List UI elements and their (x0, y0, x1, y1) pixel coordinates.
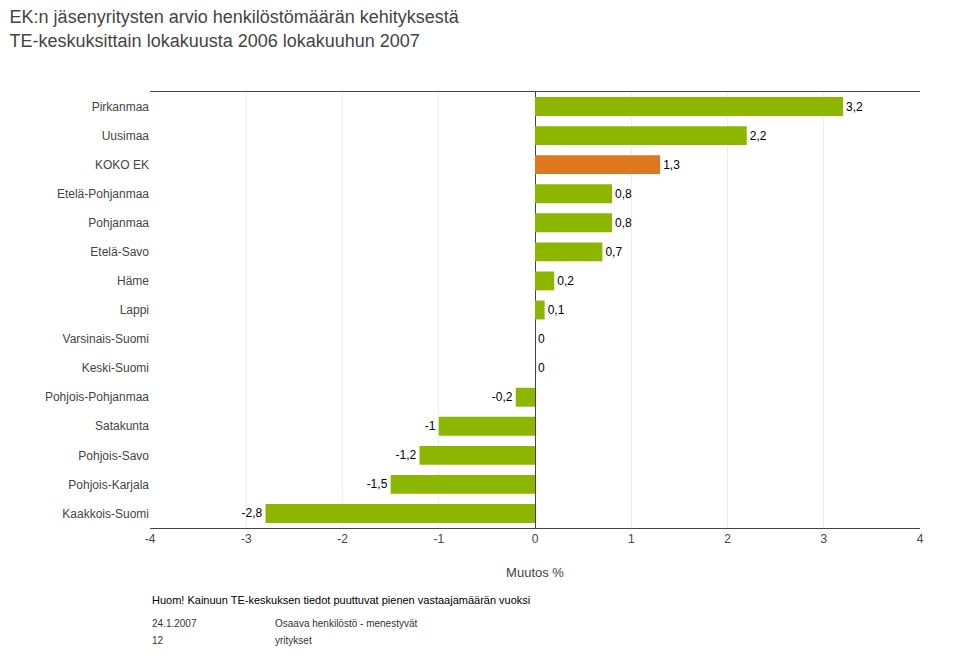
svg-text:Huom! Kainuun TE-keskuksen tie: Huom! Kainuun TE-keskuksen tiedot puuttu… (152, 594, 530, 606)
svg-text:-1,2: -1,2 (395, 448, 416, 462)
svg-text:Pohjois-Pohjanmaa: Pohjois-Pohjanmaa (45, 390, 149, 404)
svg-text:Etelä-Savo: Etelä-Savo (90, 245, 149, 259)
svg-text:Keski-Suomi: Keski-Suomi (82, 361, 149, 375)
svg-text:Etelä-Pohjanmaa: Etelä-Pohjanmaa (57, 187, 149, 201)
svg-text:3,2: 3,2 (846, 100, 863, 114)
svg-text:KOKO EK: KOKO EK (95, 158, 149, 172)
svg-text:Lappi: Lappi (120, 303, 149, 317)
svg-text:Kaakkois-Suomi: Kaakkois-Suomi (62, 507, 149, 521)
svg-text:2: 2 (724, 532, 731, 546)
svg-text:-0,2: -0,2 (492, 390, 513, 404)
svg-text:Häme: Häme (117, 274, 149, 288)
svg-text:1: 1 (628, 532, 635, 546)
svg-text:4: 4 (917, 532, 924, 546)
svg-text:0,2: 0,2 (557, 274, 574, 288)
svg-text:2,2: 2,2 (750, 129, 767, 143)
svg-text:0,7: 0,7 (605, 245, 622, 259)
svg-text:-3: -3 (241, 532, 252, 546)
svg-text:Uusimaa: Uusimaa (102, 129, 150, 143)
svg-text:0,8: 0,8 (615, 216, 632, 230)
svg-text:0,1: 0,1 (548, 303, 565, 317)
svg-text:Varsinais-Suomi: Varsinais-Suomi (63, 332, 149, 346)
svg-text:24.1.2007: 24.1.2007 (152, 618, 197, 629)
svg-text:0: 0 (538, 332, 545, 346)
svg-text:Pirkanmaa: Pirkanmaa (92, 100, 150, 114)
svg-text:-2: -2 (337, 532, 348, 546)
svg-text:0: 0 (538, 361, 545, 375)
svg-text:0: 0 (532, 532, 539, 546)
svg-text:1,3: 1,3 (663, 158, 680, 172)
svg-text:-4: -4 (145, 532, 156, 546)
svg-text:EK:n jäsenyritysten arvio henk: EK:n jäsenyritysten arvio henkilöstömäär… (10, 7, 460, 50)
svg-text:-1: -1 (433, 532, 444, 546)
svg-text:Pohjanmaa: Pohjanmaa (88, 216, 149, 230)
svg-text:Satakunta: Satakunta (95, 419, 149, 433)
svg-text:3: 3 (820, 532, 827, 546)
svg-text:Muutos %: Muutos % (506, 565, 564, 580)
svg-text:-1,5: -1,5 (367, 477, 388, 491)
svg-text:Pohjois-Karjala: Pohjois-Karjala (68, 478, 149, 492)
svg-text:yritykset: yritykset (275, 635, 312, 646)
svg-text:Pohjois-Savo: Pohjois-Savo (78, 449, 149, 463)
svg-text:-1: -1 (425, 419, 436, 433)
svg-text:12: 12 (152, 635, 164, 646)
svg-text:Osaava henkilöstö - menestyvät: Osaava henkilöstö - menestyvät (275, 618, 418, 629)
svg-text:-2,8: -2,8 (241, 506, 262, 520)
svg-text:0,8: 0,8 (615, 187, 632, 201)
